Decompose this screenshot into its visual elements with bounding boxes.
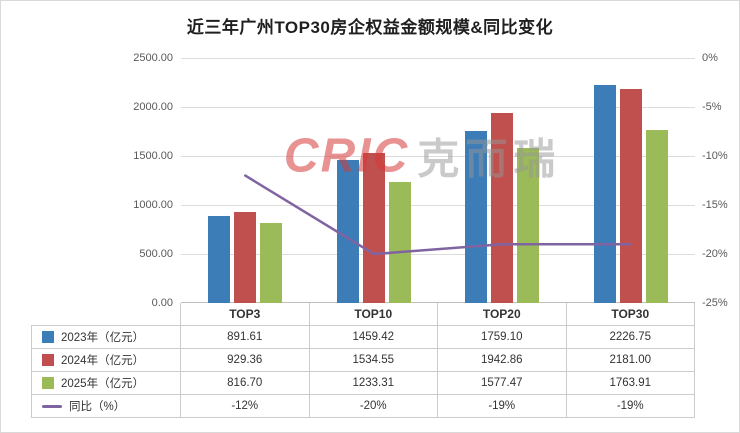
right-axis: 0% -5% -10% -15% -20% -25% bbox=[695, 52, 739, 309]
data-table: TOP3 TOP10 TOP20 TOP30 2023年（亿元） 891.61 1459.4… bbox=[31, 303, 695, 418]
value-series1-top3: 929.36 bbox=[181, 349, 310, 372]
yoy-line bbox=[244, 174, 633, 256]
chart-area: 2500.00 2000.00 1500.00 1000.00 500.00 0.00 C… bbox=[1, 52, 739, 309]
bar-series0-top20 bbox=[465, 130, 488, 303]
value-series0-top30: 2226.75 bbox=[566, 326, 695, 349]
value-series2-top3: 816.70 bbox=[181, 372, 310, 395]
right-axis-tick-3: -15% bbox=[702, 199, 728, 211]
legend-line-icon bbox=[42, 404, 62, 408]
category-label-top20: TOP20 bbox=[438, 303, 567, 326]
bar-group-top10 bbox=[310, 58, 439, 303]
value-series3-top30: -19% bbox=[566, 395, 695, 418]
yoy-line-svg bbox=[244, 174, 633, 256]
series-name-1: 2024年（亿元） bbox=[61, 355, 145, 367]
table-corner bbox=[31, 303, 181, 326]
left-axis-tick-4: 500.00 bbox=[139, 248, 173, 260]
bar-group-top30 bbox=[567, 58, 696, 303]
legend-swatch-icon bbox=[42, 377, 54, 389]
legend-label-series3: 同比（%） bbox=[31, 395, 181, 418]
legend-label-series1: 2024年（亿元） bbox=[31, 349, 181, 372]
bar-series2-top10 bbox=[388, 182, 411, 303]
chart-title: 近三年广州TOP30房企权益金额规模&同比变化 bbox=[186, 18, 554, 37]
right-axis-tick-0: 0% bbox=[702, 52, 718, 64]
value-series3-top20: -19% bbox=[438, 395, 567, 418]
value-series1-top30: 2181.00 bbox=[566, 349, 695, 372]
value-series1-top20: 1942.86 bbox=[438, 349, 567, 372]
series-name-2: 2025年（亿元） bbox=[61, 378, 145, 390]
legend-swatch-icon bbox=[42, 331, 54, 343]
value-series2-top20: 1577.47 bbox=[438, 372, 567, 395]
gridline-0 bbox=[181, 58, 695, 59]
category-label-top10: TOP10 bbox=[309, 303, 438, 326]
legend-label-series0: 2023年（亿元） bbox=[31, 326, 181, 349]
left-axis-tick-3: 1000.00 bbox=[133, 199, 173, 211]
x-axis-line bbox=[181, 302, 695, 303]
left-axis-tick-1: 2000.00 bbox=[133, 101, 173, 113]
left-axis: 2500.00 2000.00 1500.00 1000.00 500.00 0.00 bbox=[1, 52, 181, 309]
bar-series2-top30 bbox=[645, 130, 668, 303]
series-name-3: 同比（%） bbox=[69, 401, 126, 413]
value-series2-top30: 1763.91 bbox=[566, 372, 695, 395]
gridline-1 bbox=[181, 107, 695, 108]
category-label-top3: TOP3 bbox=[181, 303, 310, 326]
bar-series0-top10 bbox=[336, 159, 359, 303]
legend-label-series2: 2025年（亿元） bbox=[31, 372, 181, 395]
gridline-3 bbox=[181, 205, 695, 206]
bar-groups bbox=[181, 58, 695, 303]
right-axis-tick-4: -20% bbox=[702, 248, 728, 260]
right-axis-tick-2: -10% bbox=[702, 150, 728, 162]
bar-series1-top20 bbox=[491, 112, 514, 303]
category-label-top30: TOP30 bbox=[566, 303, 695, 326]
bar-group-top3 bbox=[181, 58, 310, 303]
left-axis-tick-5: 0.00 bbox=[151, 297, 173, 309]
value-series2-top10: 1233.31 bbox=[309, 372, 438, 395]
bar-series1-top10 bbox=[362, 152, 385, 303]
value-series0-top20: 1759.10 bbox=[438, 326, 567, 349]
right-axis-tick-1: -5% bbox=[702, 101, 722, 113]
left-axis-tick-0: 2500.00 bbox=[133, 52, 173, 64]
left-axis-tick-2: 1500.00 bbox=[133, 150, 173, 162]
value-series3-top3: -12% bbox=[181, 395, 310, 418]
value-series0-top10: 1459.42 bbox=[309, 326, 438, 349]
bar-series1-top30 bbox=[619, 89, 642, 303]
plot-area: CRIC 克而瑞 bbox=[181, 58, 695, 303]
bar-group-top20 bbox=[438, 58, 567, 303]
series-name-0: 2023年（亿元） bbox=[61, 332, 145, 344]
bar-series2-top20 bbox=[517, 148, 540, 303]
bar-series0-top30 bbox=[593, 84, 616, 303]
bar-series0-top3 bbox=[208, 215, 231, 303]
gridline-2 bbox=[181, 156, 695, 157]
value-series3-top10: -20% bbox=[309, 395, 438, 418]
right-axis-tick-5: -25% bbox=[702, 297, 728, 309]
legend-swatch-icon bbox=[42, 354, 54, 366]
bar-series1-top3 bbox=[234, 211, 257, 303]
value-series0-top3: 891.61 bbox=[181, 326, 310, 349]
bar-series2-top3 bbox=[260, 222, 283, 303]
value-series1-top10: 1534.55 bbox=[309, 349, 438, 372]
gridline-4 bbox=[181, 254, 695, 255]
